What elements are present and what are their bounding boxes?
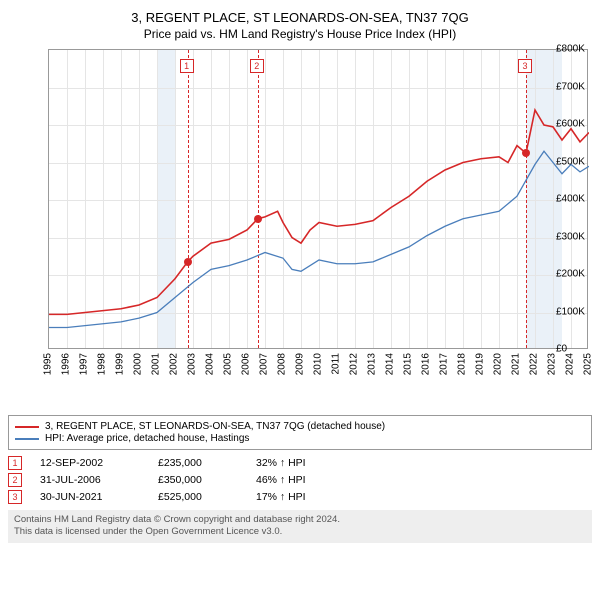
x-tick-label: 1999 <box>115 353 126 375</box>
event-delta: 32% ↑ HPI <box>256 457 306 469</box>
x-tick-label: 2018 <box>457 353 468 375</box>
x-tick-label: 2011 <box>331 353 342 375</box>
x-tick-label: 2008 <box>277 353 288 375</box>
legend: 3, REGENT PLACE, ST LEONARDS-ON-SEA, TN3… <box>8 415 592 450</box>
x-tick-label: 2019 <box>475 353 486 375</box>
y-tick-label: £700K <box>556 81 592 92</box>
event-price: £350,000 <box>158 474 238 486</box>
legend-row: 3, REGENT PLACE, ST LEONARDS-ON-SEA, TN3… <box>15 421 585 432</box>
x-tick-label: 2005 <box>223 353 234 375</box>
y-tick-label: £600K <box>556 119 592 130</box>
x-tick-label: 2025 <box>583 353 594 375</box>
series-property <box>49 110 589 314</box>
x-tick-label: 2006 <box>241 353 252 375</box>
event-marker-box: 3 <box>518 59 532 73</box>
event-id-box: 2 <box>8 473 22 487</box>
x-tick-label: 2023 <box>547 353 558 375</box>
x-tick-label: 1997 <box>79 353 90 375</box>
x-tick-label: 2002 <box>169 353 180 375</box>
event-row: 3 30-JUN-2021 £525,000 17% ↑ HPI <box>8 490 592 504</box>
x-tick-label: 1996 <box>61 353 72 375</box>
footer-line-1: Contains HM Land Registry data © Crown c… <box>14 514 586 526</box>
event-delta: 46% ↑ HPI <box>256 474 306 486</box>
event-marker-box: 2 <box>250 59 264 73</box>
event-id-box: 3 <box>8 490 22 504</box>
chart-title: 3, REGENT PLACE, ST LEONARDS-ON-SEA, TN3… <box>8 10 592 25</box>
x-tick-label: 2022 <box>529 353 540 375</box>
x-tick-label: 2014 <box>385 353 396 375</box>
x-tick-label: 2021 <box>511 353 522 375</box>
chart-container: £0£100K£200K£300K£400K£500K£600K£700K£80… <box>8 49 592 409</box>
y-tick-label: £100K <box>556 306 592 317</box>
event-date: 12-SEP-2002 <box>40 457 140 469</box>
legend-swatch <box>15 438 39 440</box>
x-tick-label: 2007 <box>259 353 270 375</box>
x-tick-label: 2003 <box>187 353 198 375</box>
footer-line-2: This data is licensed under the Open Gov… <box>14 526 586 538</box>
x-tick-label: 2009 <box>295 353 306 375</box>
y-tick-label: £400K <box>556 194 592 205</box>
series-hpi <box>49 151 589 327</box>
events-table: 1 12-SEP-2002 £235,000 32% ↑ HPI 2 31-JUL-200… <box>8 456 592 504</box>
event-price: £525,000 <box>158 491 238 503</box>
plot-area <box>48 49 588 349</box>
x-tick-label: 2013 <box>367 353 378 375</box>
y-tick-label: £300K <box>556 231 592 242</box>
footer-attribution: Contains HM Land Registry data © Crown c… <box>8 510 592 543</box>
event-date: 30-JUN-2021 <box>40 491 140 503</box>
x-tick-label: 2012 <box>349 353 360 375</box>
x-tick-label: 2001 <box>151 353 162 375</box>
x-tick-label: 2004 <box>205 353 216 375</box>
x-tick-label: 2020 <box>493 353 504 375</box>
legend-label: 3, REGENT PLACE, ST LEONARDS-ON-SEA, TN3… <box>45 421 385 432</box>
event-row: 1 12-SEP-2002 £235,000 32% ↑ HPI <box>8 456 592 470</box>
legend-row: HPI: Average price, detached house, Hast… <box>15 433 585 444</box>
event-marker-box: 1 <box>180 59 194 73</box>
x-tick-label: 2010 <box>313 353 324 375</box>
legend-swatch <box>15 426 39 428</box>
y-tick-label: £500K <box>556 156 592 167</box>
event-row: 2 31-JUL-2006 £350,000 46% ↑ HPI <box>8 473 592 487</box>
y-tick-label: £200K <box>556 269 592 280</box>
x-tick-label: 2017 <box>439 353 450 375</box>
x-tick-label: 2015 <box>403 353 414 375</box>
x-tick-label: 1995 <box>43 353 54 375</box>
event-price: £235,000 <box>158 457 238 469</box>
chart-subtitle: Price paid vs. HM Land Registry's House … <box>8 27 592 41</box>
event-delta: 17% ↑ HPI <box>256 491 306 503</box>
event-id-box: 1 <box>8 456 22 470</box>
x-tick-label: 2016 <box>421 353 432 375</box>
legend-label: HPI: Average price, detached house, Hast… <box>45 433 249 444</box>
x-tick-label: 2024 <box>565 353 576 375</box>
x-tick-label: 1998 <box>97 353 108 375</box>
series-svg <box>49 50 589 350</box>
y-tick-label: £800K <box>556 44 592 55</box>
x-tick-label: 2000 <box>133 353 144 375</box>
event-date: 31-JUL-2006 <box>40 474 140 486</box>
